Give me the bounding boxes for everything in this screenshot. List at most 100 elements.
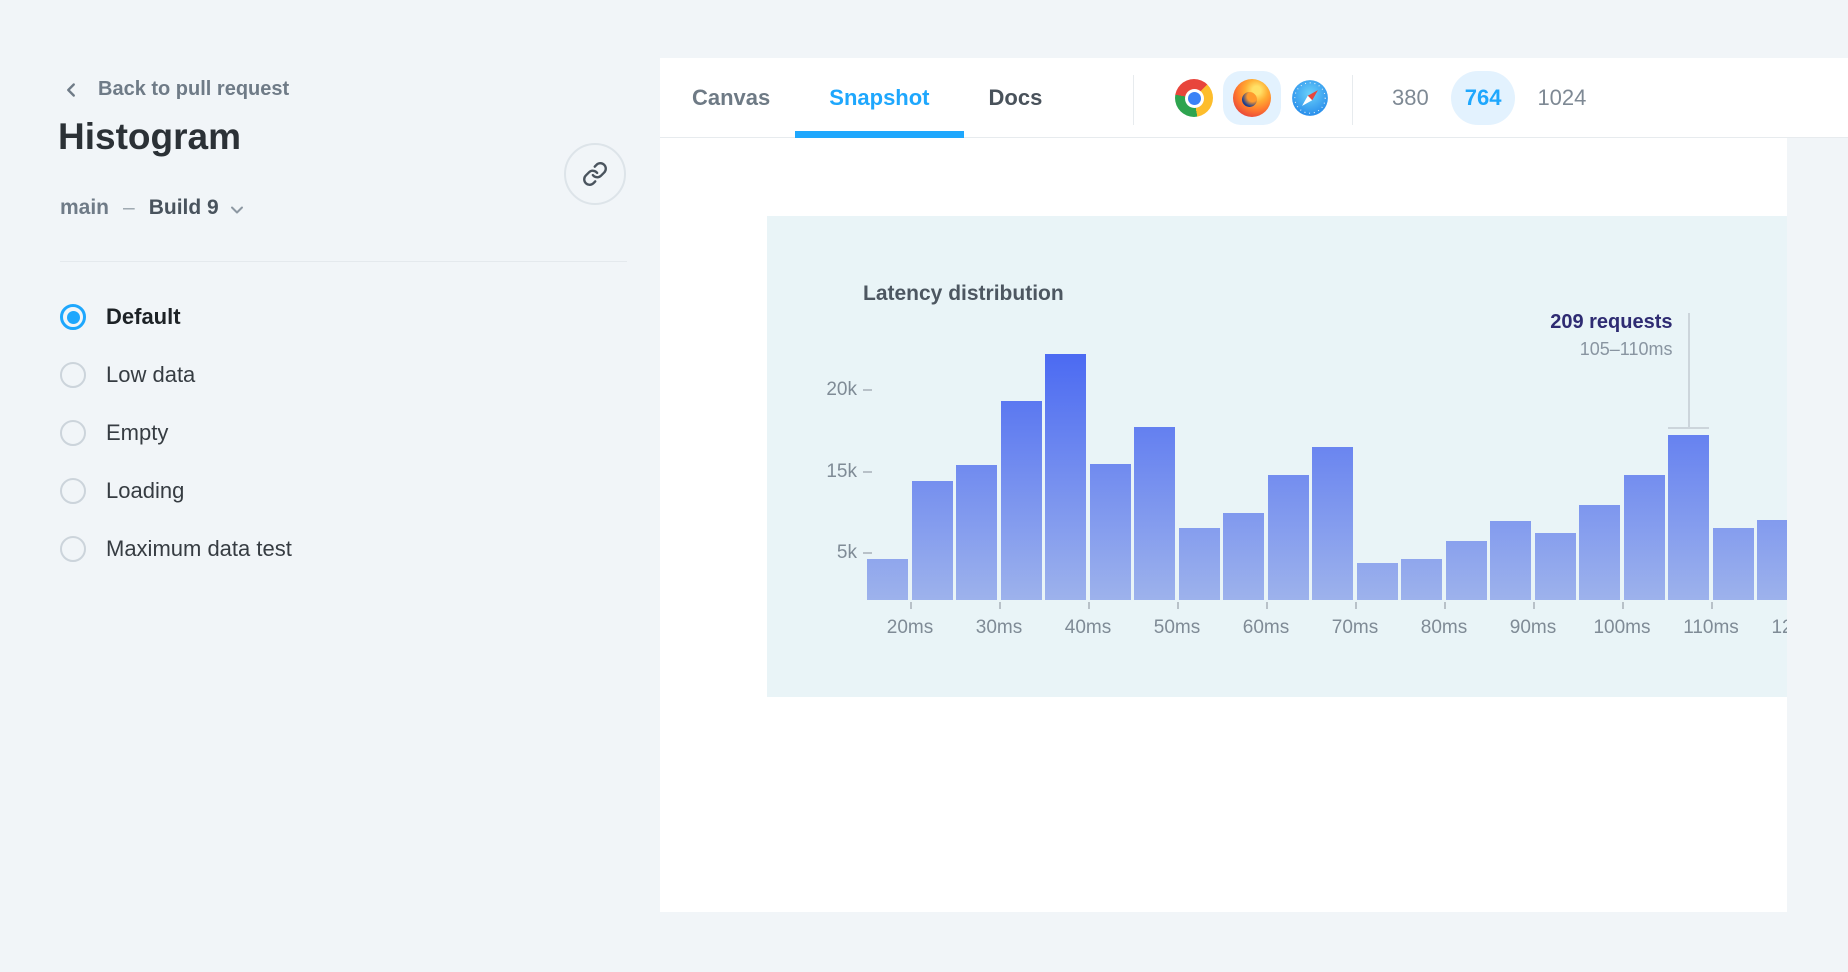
y-axis-tick-mark xyxy=(863,552,872,554)
histogram-bar-110-115ms[interactable] xyxy=(1713,528,1754,600)
histogram-bar-25-30ms[interactable] xyxy=(956,465,997,600)
story-label: Maximum data test xyxy=(106,536,292,561)
story-item-maximum-data-test[interactable]: Maximum data test xyxy=(60,520,600,578)
histogram-bar-80-85ms[interactable] xyxy=(1446,541,1487,600)
tab-snapshot[interactable]: Snapshot xyxy=(795,58,964,138)
sidebar-divider xyxy=(60,261,627,262)
viewport-1024[interactable]: 1024 xyxy=(1537,85,1587,110)
histogram-bar-115-120ms[interactable] xyxy=(1757,520,1787,600)
y-axis-tick-mark xyxy=(863,471,872,473)
branch-separator: – xyxy=(123,196,135,219)
back-to-pull-request-link[interactable]: Back to pull request xyxy=(60,78,289,101)
histogram-bar-90-95ms[interactable] xyxy=(1535,533,1576,600)
y-axis-tick-label: 15k xyxy=(826,461,857,482)
tab-canvas[interactable]: Canvas xyxy=(692,85,771,110)
histogram-bar-50-55ms[interactable] xyxy=(1179,528,1220,600)
story-item-low-data[interactable]: Low data xyxy=(60,346,600,404)
x-axis-tick-label: 70ms xyxy=(1331,617,1379,638)
histogram-bar-35-40ms[interactable] xyxy=(1045,354,1086,600)
build-name: Build 9 xyxy=(148,196,219,219)
radio-icon[interactable] xyxy=(60,478,86,504)
tab-docs[interactable]: Docs xyxy=(988,85,1043,110)
tooltip-pointer-line xyxy=(1688,313,1690,427)
safari-icon xyxy=(1292,80,1328,116)
x-axis-tick-mark xyxy=(1622,602,1624,609)
chart-title: Latency distribution xyxy=(863,282,1064,305)
firefox-icon xyxy=(1233,79,1271,117)
radio-icon[interactable] xyxy=(60,362,86,388)
viewport-380[interactable]: 380 xyxy=(1392,85,1429,110)
chrome-icon xyxy=(1175,79,1213,117)
viewport-764[interactable]: 764 xyxy=(1450,71,1516,125)
histogram-bar-30-35ms[interactable] xyxy=(1001,401,1042,600)
snapshot-header: Canvas Snapshot Docs 380 764 1024 xyxy=(660,58,1848,138)
radio-selected-icon[interactable] xyxy=(60,304,86,330)
x-axis-tick-label: 120ms xyxy=(1771,617,1787,638)
x-axis-tick-mark xyxy=(1088,602,1090,609)
chevron-left-icon xyxy=(67,82,75,97)
x-axis-tick-mark xyxy=(1711,602,1713,609)
histogram-bar-15-20ms[interactable] xyxy=(867,559,908,600)
browser-safari[interactable] xyxy=(1281,71,1339,125)
radio-dot xyxy=(66,310,80,324)
histogram-bar-20-25ms[interactable] xyxy=(912,481,953,600)
link-icon xyxy=(583,162,607,186)
x-axis-tick-mark xyxy=(1355,602,1357,609)
histogram-bar-75-80ms[interactable] xyxy=(1401,559,1442,600)
y-axis-tick-label: 5k xyxy=(836,542,857,563)
x-axis-tick-label: 50ms xyxy=(1153,617,1201,638)
story-label: Low data xyxy=(106,362,196,387)
tab-row: Canvas Snapshot Docs xyxy=(690,58,1099,138)
x-axis-tick-mark xyxy=(1177,602,1179,609)
x-axis-tick-label: 90ms xyxy=(1509,617,1557,638)
histogram-bar-40-45ms[interactable] xyxy=(1090,464,1131,600)
x-axis-tick-label: 100ms xyxy=(1593,617,1651,638)
x-axis-tick-mark xyxy=(910,602,912,609)
histogram-bar-105-110ms[interactable] xyxy=(1668,435,1709,600)
tooltip-range: 105–110ms xyxy=(1579,339,1673,359)
x-axis-tick-mark xyxy=(1444,602,1446,609)
viewport-row: 380 764 1024 xyxy=(1374,58,1604,138)
browser-firefox[interactable] xyxy=(1223,71,1281,125)
histogram-bar-45-50ms[interactable] xyxy=(1134,427,1175,600)
x-axis-tick-label: 40ms xyxy=(1064,617,1112,638)
histogram-bar-100-105ms[interactable] xyxy=(1624,475,1665,600)
browser-row xyxy=(1165,58,1339,138)
x-axis-tick-label: 80ms xyxy=(1420,617,1468,638)
radio-icon[interactable] xyxy=(60,420,86,446)
x-axis-tick-label: 30ms xyxy=(975,617,1023,638)
browser-chrome[interactable] xyxy=(1165,71,1223,125)
header-divider xyxy=(1352,75,1353,125)
x-axis-tick-label: 20ms xyxy=(886,617,934,638)
story-label: Empty xyxy=(106,420,169,445)
histogram-bar-70-75ms[interactable] xyxy=(1357,563,1398,600)
chevron-down-icon xyxy=(230,206,243,213)
x-axis-tick-label: 110ms xyxy=(1683,617,1739,638)
latency-chart: Latency distribution 209 requests 105–11… xyxy=(767,216,1787,697)
build-selector[interactable]: main – Build 9 xyxy=(60,196,247,220)
story-list: Default Low data Empty Loading Maximum data … xyxy=(60,288,600,578)
branch-name: main xyxy=(60,196,110,219)
story-item-loading[interactable]: Loading xyxy=(60,462,600,520)
histogram-bar-60-65ms[interactable] xyxy=(1268,475,1309,600)
x-axis-tick-label: 60ms xyxy=(1242,617,1290,638)
x-axis-tick-mark xyxy=(999,602,1001,609)
back-link-label: Back to pull request xyxy=(98,78,290,100)
histogram-bar-55-60ms[interactable] xyxy=(1223,513,1264,600)
story-item-default[interactable]: Default xyxy=(60,288,600,346)
histogram-bar-85-90ms[interactable] xyxy=(1490,521,1531,600)
x-axis-tick-mark xyxy=(1266,602,1268,609)
permalink-button[interactable] xyxy=(564,143,626,205)
component-title: Histogram xyxy=(58,116,241,157)
tooltip-cap-line xyxy=(1668,427,1709,429)
y-axis-tick-mark xyxy=(863,389,872,391)
story-item-empty[interactable]: Empty xyxy=(60,404,600,462)
histogram-bar-65-70ms[interactable] xyxy=(1312,447,1353,600)
story-label: Default xyxy=(106,304,181,329)
histogram-bar-95-100ms[interactable] xyxy=(1579,505,1620,600)
radio-icon[interactable] xyxy=(60,536,86,562)
story-label: Loading xyxy=(106,478,185,503)
x-axis-tick-mark xyxy=(1533,602,1535,609)
header-divider xyxy=(1133,75,1134,125)
